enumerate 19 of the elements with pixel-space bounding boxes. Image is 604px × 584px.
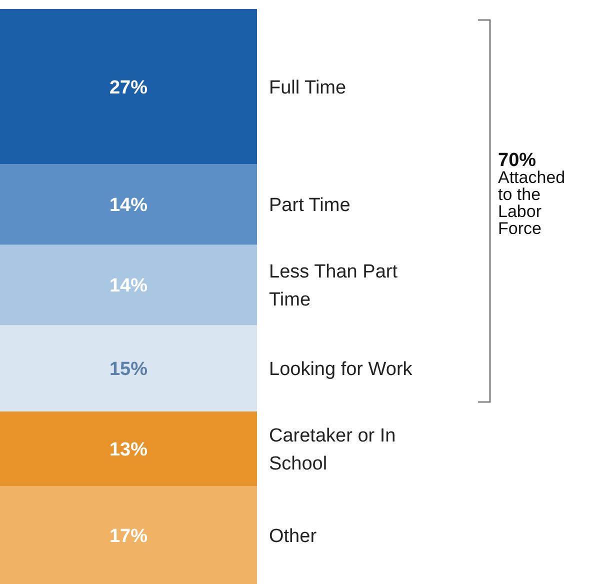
bar [0, 412, 257, 486]
bar [0, 244, 257, 326]
text: 70% Attached to the Labor Force [498, 150, 566, 238]
data-label: 17% [109, 526, 148, 547]
data-label: 27% [109, 77, 148, 98]
series-label: Looking for Work [269, 359, 413, 380]
bar [0, 325, 257, 412]
data-label: 15% [109, 359, 148, 380]
series-label: Full Time [269, 77, 346, 98]
series-label: Less Than Part Time [269, 262, 398, 311]
series-label: Other [269, 526, 318, 547]
bar [0, 486, 257, 584]
series-label: Caretaker or In School [269, 426, 396, 475]
data-label: 14% [109, 276, 148, 297]
bar [0, 9, 257, 164]
data-label: 13% [109, 440, 148, 461]
series-label: Part Time [269, 195, 350, 216]
data-label: 14% [109, 195, 148, 216]
bar [0, 164, 257, 245]
